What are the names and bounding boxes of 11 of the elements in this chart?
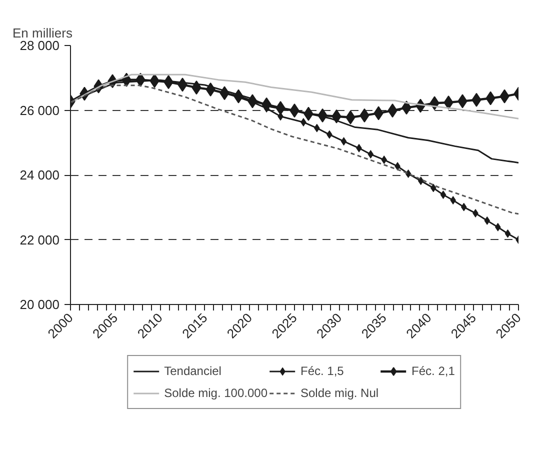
y-axis-title: En milliers	[12, 26, 73, 40]
legend-label: Solde mig. Nul	[300, 386, 379, 400]
y-tick-label: 22 000	[20, 232, 60, 248]
legend-label: Féc. 2,1	[412, 364, 455, 378]
legend-label: Solde mig. 100.000	[164, 386, 268, 400]
y-tick-label: 28 000	[20, 38, 60, 53]
y-tick-label: 20 000	[20, 297, 60, 312]
y-tick-label: 24 000	[20, 168, 60, 182]
legend-label: Féc. 1,5	[300, 364, 344, 378]
legend-label: Tendanciel	[164, 364, 222, 378]
y-tick-label: 26 000	[20, 102, 60, 118]
